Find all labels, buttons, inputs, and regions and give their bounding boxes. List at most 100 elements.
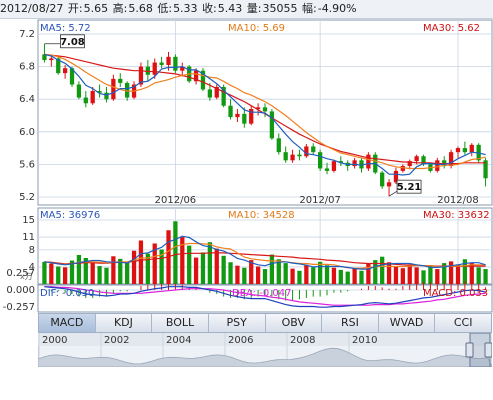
- volume-bar: [118, 258, 123, 284]
- candle-body: [414, 156, 419, 162]
- macd-legend-dif: DIF: -0.030: [40, 288, 94, 299]
- volume-bar: [400, 268, 405, 284]
- candle-body: [193, 70, 199, 82]
- candle-body: [125, 82, 130, 98]
- indicator-tabs: MACD KDJ BOLL PSY OBV RSI WVAD CCI: [38, 313, 492, 333]
- volume-bar: [193, 257, 199, 284]
- volume-bar: [235, 265, 240, 284]
- volume-y-tick-label: 8: [29, 245, 35, 256]
- volume-y-tick-label: 11: [22, 232, 35, 243]
- candle-body: [318, 152, 323, 169]
- price-legend-ma10: MA10: 5.69: [228, 23, 285, 34]
- candle-body: [138, 66, 144, 85]
- navigator-year-label: 2004: [166, 335, 191, 346]
- volume-bar: [345, 271, 350, 284]
- price-x-tick-label: 2012/08: [437, 195, 479, 206]
- candle-body: [448, 152, 454, 167]
- high-annotation-box: [60, 34, 85, 49]
- candle-body: [276, 138, 281, 153]
- tab-obv[interactable]: OBV: [266, 314, 323, 332]
- tab-psy[interactable]: PSY: [209, 314, 266, 332]
- candle-body: [97, 91, 102, 93]
- candle-body: [249, 108, 254, 124]
- price-legend-ma30: MA30: 5.62: [423, 23, 480, 34]
- macd-y-tick-label: -0.257: [3, 302, 35, 313]
- price-y-tick-label: 5.2: [19, 192, 35, 203]
- volume-bar: [180, 237, 185, 284]
- candle-body: [214, 86, 219, 98]
- volume-bar: [366, 263, 371, 284]
- tab-macd[interactable]: MACD: [39, 314, 96, 332]
- volume-bar: [324, 265, 330, 284]
- candle-body: [207, 89, 212, 98]
- navigator-left-handle[interactable]: [465, 342, 474, 358]
- navigator-year-label: 2000: [42, 335, 67, 346]
- volume-bar: [69, 260, 75, 284]
- volume-unit-label: x万: [20, 272, 33, 281]
- low-annotation-label: 5.21: [397, 182, 422, 193]
- navigator-year-label: 2002: [104, 335, 129, 346]
- volume-bar: [242, 267, 247, 284]
- change-value: -4.90%: [317, 2, 357, 15]
- tab-cci[interactable]: CCI: [453, 316, 473, 329]
- price-y-tick-label: 6.4: [19, 94, 35, 105]
- macd-y-tick-label: 0.000: [6, 285, 35, 296]
- timeline-navigator[interactable]: 2000 2002 2004 2006 2008 2010: [38, 333, 492, 367]
- macd-dif-line: [44, 286, 486, 308]
- tab-boll[interactable]: BOLL: [152, 314, 209, 332]
- navigator-year-label: 2006: [228, 335, 253, 346]
- volume-bar: [290, 268, 295, 284]
- candle-body: [159, 62, 164, 65]
- low-label: 低:: [157, 2, 173, 15]
- low-annotation-box: [396, 179, 422, 194]
- candle-body: [366, 154, 371, 169]
- volume-bar: [152, 243, 157, 284]
- volume-bar: [269, 254, 275, 284]
- tab-kdj[interactable]: KDJ: [96, 314, 153, 332]
- volume-bar: [359, 270, 364, 284]
- volume-bar: [297, 270, 302, 284]
- candle-body: [380, 172, 385, 187]
- price-x-tick-label: 2012/06: [155, 195, 197, 206]
- tab-rsi[interactable]: RSI: [322, 314, 379, 332]
- candle-body: [352, 160, 357, 167]
- price-y-tick-label: 7.2: [19, 29, 35, 40]
- volume-bar: [448, 261, 454, 284]
- candle-body: [200, 70, 206, 90]
- volume-bar: [262, 269, 268, 284]
- candle-body: [145, 66, 150, 75]
- volume-label: 量:: [246, 2, 262, 15]
- volume-bar: [173, 221, 178, 284]
- candle-body: [386, 182, 392, 187]
- candle-body: [262, 107, 268, 112]
- candle-body: [297, 154, 302, 157]
- navigator-right-handle[interactable]: [484, 342, 492, 358]
- candle-body: [242, 113, 247, 124]
- candle-body: [435, 160, 440, 171]
- tab-wvad[interactable]: WVAD: [379, 314, 436, 332]
- volume-bar: [49, 263, 54, 284]
- volume-bar: [104, 267, 109, 284]
- volume-bar: [145, 253, 150, 284]
- candle-body: [421, 156, 426, 165]
- volume-bar: [187, 245, 192, 284]
- volume-bar: [338, 269, 343, 284]
- volume-legend-ma5: MA5: 36976: [40, 210, 100, 221]
- volume-bar: [455, 264, 461, 284]
- volume-bar: [42, 261, 47, 284]
- candle-body: [152, 62, 157, 75]
- low-annotation-pointer: [388, 190, 398, 197]
- candle-body: [483, 160, 488, 179]
- price-x-tick-label: 2012/07: [299, 195, 341, 206]
- volume-bar: [221, 255, 226, 284]
- price-legend-ma5: MA5: 5.72: [40, 23, 91, 34]
- high-value: 5.68: [128, 2, 153, 15]
- volume-bar: [304, 264, 309, 284]
- volume-bar: [311, 267, 316, 284]
- volume-bar: [483, 269, 488, 284]
- candle-body: [290, 154, 295, 161]
- volume-bar: [62, 267, 68, 284]
- candle-body: [324, 168, 330, 171]
- candle-body: [359, 160, 364, 169]
